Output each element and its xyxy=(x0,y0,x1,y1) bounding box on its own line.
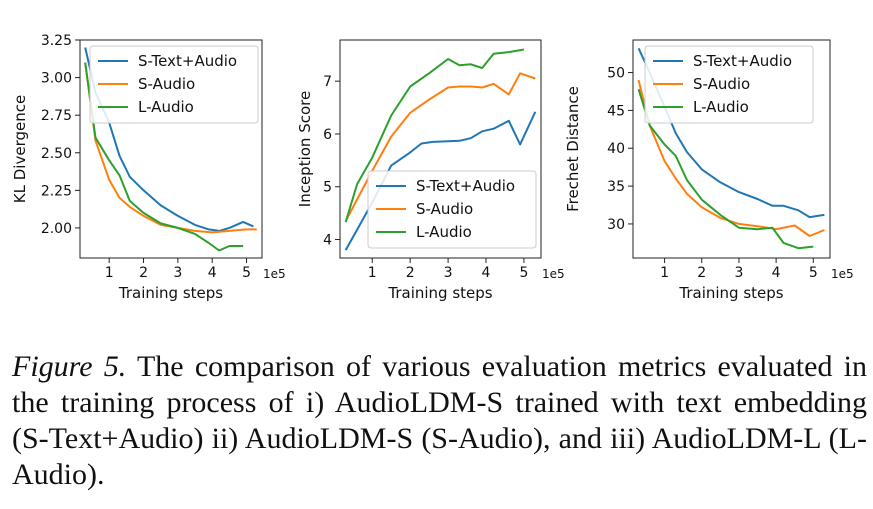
x-axis-label: Training steps xyxy=(387,284,492,302)
x-axis-label: Training steps xyxy=(118,284,223,302)
chart-panel-2: 1 2 3 4 5 1e5 4 5 6 7 Training steps Inception Scor… xyxy=(296,39,565,302)
x-tick-label: 3 xyxy=(734,265,743,281)
figure-panels: 1 2 3 4 5 1e52.002.252.502.753.003.25Training… xyxy=(11,33,854,302)
y-tick-label: 2.75 xyxy=(41,108,72,124)
y-tick-label: 2.25 xyxy=(41,183,72,199)
plot-frame xyxy=(339,39,542,259)
series-line-s-audio xyxy=(344,72,536,222)
series-line-s-audio xyxy=(84,62,257,234)
x-tick-label: 2 xyxy=(697,265,706,281)
x-tick-label: 3 xyxy=(444,265,453,281)
x-multiplier-label: 1e5 xyxy=(831,267,854,281)
x-tick-label: 1 xyxy=(368,265,377,281)
legend-label: S-Text+Audio xyxy=(693,52,792,70)
y-tick-label: 35 xyxy=(607,179,625,195)
y-tick-label: 3.00 xyxy=(41,71,72,87)
legend-label: L-Audio xyxy=(138,98,194,116)
y-tick-label: 5 xyxy=(323,180,332,196)
x-tick-label: 5 xyxy=(809,265,818,281)
series-line-l-audio xyxy=(637,88,814,250)
legend-box xyxy=(89,45,259,124)
y-tick-label: 30 xyxy=(607,217,625,233)
legend-box xyxy=(367,170,537,249)
y-tick-label: 50 xyxy=(607,66,625,82)
legend-label: S-Audio xyxy=(138,75,195,93)
legend-box xyxy=(644,45,814,124)
x-tick-label: 5 xyxy=(519,265,528,281)
legend: S-Text+Audio S-Audio L-Audio xyxy=(644,45,814,124)
series-line-l-audio xyxy=(84,62,244,252)
legend: S-Text+Audio S-Audio L-Audio xyxy=(89,45,259,124)
x-axis-label: Training steps xyxy=(678,284,783,302)
legend-label: L-Audio xyxy=(416,223,472,241)
x-tick-label: 2 xyxy=(139,265,148,281)
legend-label: S-Text+Audio xyxy=(416,177,515,195)
series-line-s-text-audio xyxy=(84,47,254,232)
legend: S-Text+Audio S-Audio L-Audio xyxy=(367,170,537,249)
legend-label: L-Audio xyxy=(693,98,749,116)
x-tick-label: 1 xyxy=(105,265,114,281)
plot-frame xyxy=(632,39,831,259)
plot-frame xyxy=(79,39,263,259)
legend-label: S-Text+Audio xyxy=(138,52,237,70)
legend-label: S-Audio xyxy=(416,200,473,218)
y-tick-label: 2.50 xyxy=(41,146,72,162)
y-tick-label: 6 xyxy=(323,127,332,143)
caption-label: Figure 5. xyxy=(12,350,127,383)
x-multiplier-label: 1e5 xyxy=(263,267,286,281)
x-tick-label: 3 xyxy=(173,265,182,281)
x-multiplier-label: 1e5 xyxy=(542,267,565,281)
y-axis-label: Frechet Distance xyxy=(564,86,582,212)
x-tick-label: 4 xyxy=(482,265,491,281)
x-tick-label: 5 xyxy=(242,265,251,281)
y-tick-label: 45 xyxy=(607,103,625,119)
y-tick-label: 4 xyxy=(323,233,332,249)
series-line-s-audio xyxy=(637,79,825,237)
x-tick-label: 2 xyxy=(406,265,415,281)
y-tick-label: 3.25 xyxy=(41,33,72,49)
caption-text: The comparison of various evaluation met… xyxy=(12,350,868,491)
chart-panel-1: 1 2 3 4 5 1e5 2.00 2.25 2.50 2.75 3.00 3.25 Training… xyxy=(11,33,286,302)
y-axis-label: Inception Score xyxy=(296,91,314,207)
x-tick-label: 4 xyxy=(208,265,217,281)
series-line-s-text-audio xyxy=(344,111,537,251)
y-tick-label: 2.00 xyxy=(41,221,72,237)
y-tick-label: 40 xyxy=(607,141,625,157)
figure-caption: Figure 5. The comparison of various eval… xyxy=(12,349,867,493)
x-tick-label: 1 xyxy=(660,265,669,281)
y-tick-label: 7 xyxy=(323,74,332,90)
y-axis-label: KL Divergence xyxy=(11,95,29,203)
legend-label: S-Audio xyxy=(693,75,750,93)
x-tick-label: 4 xyxy=(772,265,781,281)
series-line-l-audio xyxy=(344,48,525,223)
